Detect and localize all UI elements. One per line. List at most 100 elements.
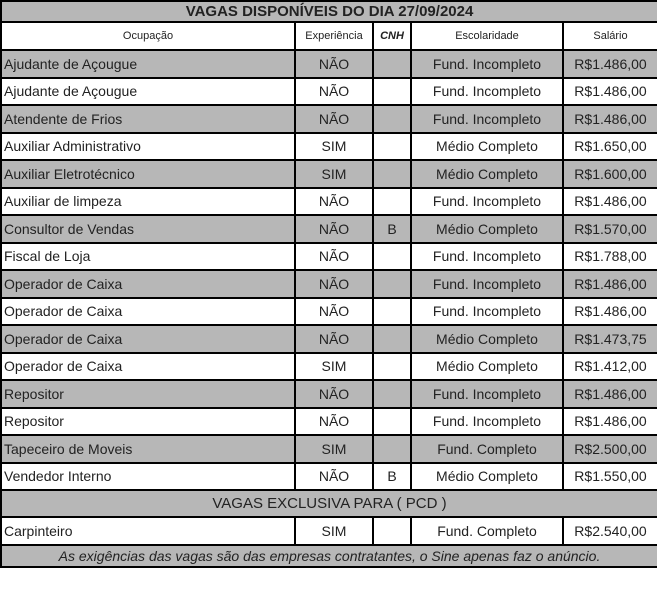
cell-ocupacao: Ajudante de Açougue [0, 76, 296, 106]
cell-experiencia: SIM [294, 351, 374, 381]
cell-salario: R$1.550,00 [561, 461, 657, 491]
cell-cnh [372, 406, 412, 436]
table-row: Repositor NÃO Fund. Incompleto R$1.486,00 [0, 406, 657, 436]
cell-salario: R$1.650,00 [561, 131, 657, 161]
cell-ocupacao: Fiscal de Loja [0, 241, 296, 271]
cell-cnh [372, 516, 412, 546]
cell-ocupacao: Repositor [0, 406, 296, 436]
cell-experiencia: SIM [294, 159, 374, 189]
cell-ocupacao: Repositor [0, 379, 296, 409]
cell-ocupacao: Operador de Caixa [0, 351, 296, 381]
cell-ocupacao: Operador de Caixa [0, 269, 296, 299]
cell-escolaridade: Fund. Incompleto [410, 186, 564, 216]
cell-cnh [372, 296, 412, 326]
table-row: Operador de Caixa NÃO Médio Completo R$1.47… [0, 324, 657, 354]
header-row: Ocupação Experiência CNH Escolaridade Sa… [0, 21, 657, 51]
cell-escolaridade: Médio Completo [410, 214, 564, 244]
page-title: VAGAS DISPONÍVEIS DO DIA 27/09/2024 [0, 0, 657, 23]
cell-ocupacao: Ajudante de Açougue [0, 49, 296, 79]
cell-cnh [372, 186, 412, 216]
cell-salario: R$2.500,00 [561, 434, 657, 464]
cell-experiencia: NÃO [294, 379, 374, 409]
table-row: Operador de Caixa NÃO Fund. Incompleto R$1.… [0, 296, 657, 326]
cell-escolaridade: Fund. Incompleto [410, 49, 564, 79]
cell-experiencia: NÃO [294, 269, 374, 299]
table-row: Fiscal de Loja NÃO Fund. Incompleto R$1.788… [0, 241, 657, 271]
cell-cnh [372, 241, 412, 271]
cell-escolaridade: Médio Completo [410, 351, 564, 381]
cell-salario: R$1.412,00 [561, 351, 657, 381]
cell-ocupacao: Consultor de Vendas [0, 214, 296, 244]
table-row: Auxiliar Administrativo SIM Médio Completo… [0, 131, 657, 161]
cell-cnh [372, 351, 412, 381]
footer-note: As exigências das vagas são das empresas… [0, 543, 657, 568]
cell-ocupacao: Auxiliar Eletrotécnico [0, 159, 296, 189]
cell-cnh: B [372, 461, 412, 491]
header-experiencia: Experiência [294, 21, 374, 51]
cell-cnh [372, 324, 412, 354]
table-row: Repositor NÃO Fund. Incompleto R$1.486,00 [0, 379, 657, 409]
cell-salario: R$1.788,00 [561, 241, 657, 271]
table-row: Carpinteiro SIM Fund. Completo R$2.540,00 [0, 516, 657, 546]
cell-experiencia: NÃO [294, 324, 374, 354]
cell-ocupacao: Atendente de Frios [0, 104, 296, 134]
cell-escolaridade: Fund. Incompleto [410, 76, 564, 106]
cell-experiencia: NÃO [294, 406, 374, 436]
cell-ocupacao: Tapeceiro de Moveis [0, 434, 296, 464]
cell-salario: R$1.600,00 [561, 159, 657, 189]
table-row: Operador de Caixa SIM Médio Completo R$1.41… [0, 351, 657, 381]
header-escolaridade: Escolaridade [410, 21, 564, 51]
cell-cnh [372, 131, 412, 161]
cell-salario: R$1.570,00 [561, 214, 657, 244]
cell-escolaridade: Fund. Incompleto [410, 296, 564, 326]
cell-experiencia: NÃO [294, 104, 374, 134]
table-row: Auxiliar Eletrotécnico SIM Médio Completo R… [0, 159, 657, 189]
cell-salario: R$2.540,00 [561, 516, 657, 546]
cell-cnh [372, 104, 412, 134]
cell-experiencia: SIM [294, 131, 374, 161]
cell-salario: R$1.486,00 [561, 379, 657, 409]
cell-escolaridade: Fund. Incompleto [410, 379, 564, 409]
cell-experiencia: NÃO [294, 49, 374, 79]
cell-cnh [372, 49, 412, 79]
cell-experiencia: NÃO [294, 296, 374, 326]
cell-escolaridade: Médio Completo [410, 461, 564, 491]
cell-cnh [372, 76, 412, 106]
cell-cnh [372, 434, 412, 464]
table-row: Operador de Caixa NÃO Fund. Incompleto R$1.… [0, 269, 657, 299]
cell-ocupacao: Auxiliar de limpeza [0, 186, 296, 216]
cell-escolaridade: Fund. Completo [410, 516, 564, 546]
cell-experiencia: NÃO [294, 241, 374, 271]
cell-cnh [372, 379, 412, 409]
cell-escolaridade: Fund. Incompleto [410, 241, 564, 271]
cell-salario: R$1.486,00 [561, 296, 657, 326]
header-ocupacao: Ocupação [0, 21, 296, 51]
cell-experiencia: SIM [294, 434, 374, 464]
cell-experiencia: NÃO [294, 461, 374, 491]
pcd-section-title: VAGAS EXCLUSIVA PARA ( PCD ) [0, 489, 657, 518]
cell-ocupacao: Operador de Caixa [0, 296, 296, 326]
cell-escolaridade: Médio Completo [410, 159, 564, 189]
table-row: Ajudante de Açougue NÃO Fund. Incompleto R$… [0, 49, 657, 79]
cell-salario: R$1.486,00 [561, 49, 657, 79]
cell-experiencia: NÃO [294, 76, 374, 106]
cell-experiencia: NÃO [294, 186, 374, 216]
cell-experiencia: NÃO [294, 214, 374, 244]
cell-salario: R$1.486,00 [561, 269, 657, 299]
table-row: Atendente de Frios NÃO Fund. Incompleto R$1… [0, 104, 657, 134]
cell-salario: R$1.486,00 [561, 104, 657, 134]
table-row: Tapeceiro de Moveis SIM Fund. Completo R$2.… [0, 434, 657, 464]
cell-escolaridade: Fund. Incompleto [410, 406, 564, 436]
cell-experiencia: SIM [294, 516, 374, 546]
cell-salario: R$1.486,00 [561, 186, 657, 216]
cell-escolaridade: Fund. Incompleto [410, 104, 564, 134]
table-row: Ajudante de Açougue NÃO Fund. Incompleto R$… [0, 76, 657, 106]
header-salario: Salário [561, 21, 657, 51]
cell-cnh [372, 269, 412, 299]
cell-escolaridade: Fund. Completo [410, 434, 564, 464]
cell-salario: R$1.486,00 [561, 76, 657, 106]
table-row: Vendedor Interno NÃO B Médio Completo R$1.55… [0, 461, 657, 491]
cell-salario: R$1.486,00 [561, 406, 657, 436]
cell-ocupacao: Auxiliar Administrativo [0, 131, 296, 161]
cell-salario: R$1.473,75 [561, 324, 657, 354]
